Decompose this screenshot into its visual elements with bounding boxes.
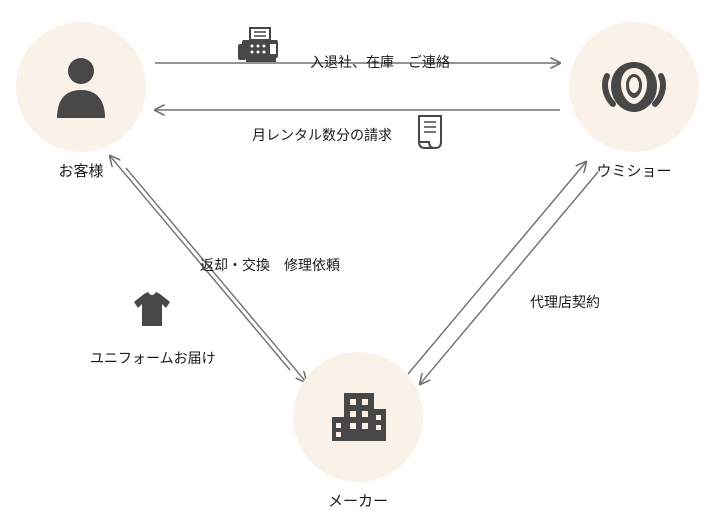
edge-label-left-down: 返却・交換 修理依頼: [200, 255, 340, 275]
node-umisho: ウミショー: [569, 22, 699, 181]
edge-right-b: [408, 162, 586, 374]
node-customer: お客様: [16, 22, 146, 181]
fax-icon: [236, 26, 284, 71]
umisho-circle: [569, 22, 699, 152]
edge-label-right: 代理店契約: [530, 292, 600, 312]
shirt-icon: [130, 290, 174, 335]
edge-right-a: [420, 172, 598, 384]
umisho-label: ウミショー: [596, 160, 671, 181]
edge-label-left-up: ユニフォームお届け: [90, 348, 216, 368]
edge-label-top-back: 月レンタル数分の請求: [252, 125, 392, 145]
rose-icon: [599, 56, 669, 118]
node-maker: メーカー: [293, 352, 423, 511]
maker-label: メーカー: [328, 490, 388, 511]
building-icon: [328, 389, 388, 445]
customer-label: お客様: [58, 160, 103, 181]
person-icon: [53, 56, 109, 118]
customer-circle: [16, 22, 146, 152]
edge-label-top-forward: 入退社、在庫 ご連絡: [310, 52, 450, 72]
maker-circle: [293, 352, 423, 482]
invoice-icon: [415, 112, 449, 157]
